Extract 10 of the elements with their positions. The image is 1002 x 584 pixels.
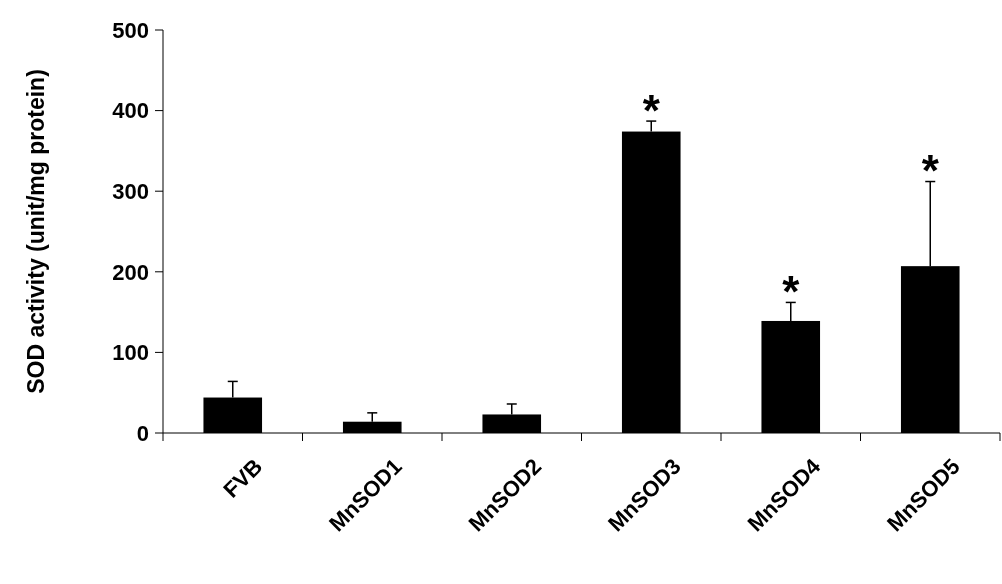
y-tick-label: 100 <box>112 340 149 366</box>
y-axis-title: SOD activity (unit/mg protein) <box>23 69 49 394</box>
annotation: * <box>642 85 661 135</box>
annotation: * <box>921 146 940 196</box>
y-tick-label: 400 <box>112 98 149 124</box>
y-tick-label: 300 <box>112 178 149 204</box>
y-tick-label: 500 <box>112 17 149 43</box>
y-tick-label: 0 <box>136 420 149 446</box>
y-tick-label: 200 <box>112 259 149 285</box>
annotation: * <box>782 267 801 317</box>
